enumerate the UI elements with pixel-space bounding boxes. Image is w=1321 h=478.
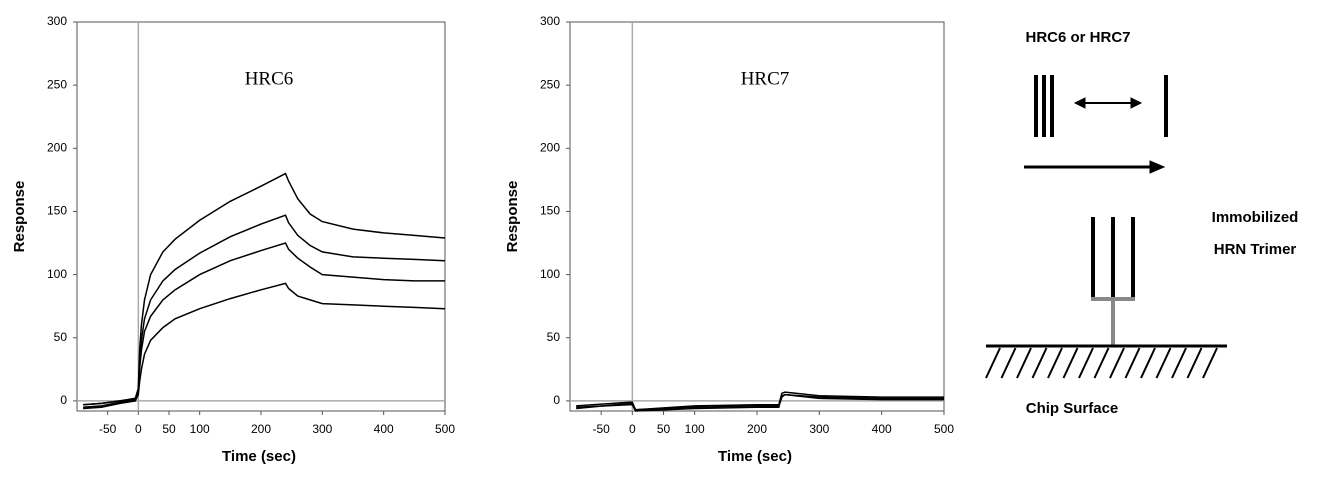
x-tick-label: 50 — [162, 422, 176, 436]
y-tick-label: 0 — [60, 393, 67, 407]
x-axis-title: Time (sec) — [718, 448, 792, 465]
ligand-label: Immobilized — [1212, 209, 1299, 226]
y-tick-label: 50 — [54, 330, 68, 344]
x-tick-label: 500 — [435, 422, 455, 436]
x-tick-label: 200 — [747, 422, 767, 436]
series-line — [576, 393, 944, 411]
series-line — [83, 282, 446, 410]
x-tick-label: 50 — [657, 422, 671, 436]
y-tick-label: 250 — [47, 77, 67, 91]
x-tick-label: 0 — [629, 422, 636, 436]
arrow-head — [1149, 160, 1166, 174]
x-tick-label: 100 — [190, 422, 210, 436]
x-tick-label: 300 — [312, 422, 332, 436]
ligand-label: HRN Trimer — [1214, 241, 1297, 258]
series-line — [83, 214, 446, 406]
x-tick-label: 0 — [135, 422, 142, 436]
series-line — [576, 391, 944, 411]
arrow-head — [1073, 97, 1086, 109]
y-tick-label: 200 — [540, 140, 560, 154]
x-tick-label: -50 — [99, 422, 117, 436]
surface-hatch — [985, 347, 1218, 379]
panel-title: HRC6 — [245, 68, 294, 89]
y-tick-label: 50 — [547, 330, 561, 344]
y-tick-label: 300 — [540, 14, 560, 28]
x-tick-label: -50 — [592, 422, 610, 436]
y-tick-label: 200 — [47, 140, 67, 154]
y-tick-label: 300 — [47, 14, 67, 28]
x-tick-label: 400 — [872, 422, 892, 436]
analyte-label: HRC6 or HRC7 — [1025, 29, 1130, 46]
y-tick-label: 100 — [47, 267, 67, 281]
x-tick-label: 400 — [374, 422, 394, 436]
x-tick-label: 500 — [934, 422, 954, 436]
diagram — [985, 75, 1227, 379]
y-axis-title: Response — [504, 181, 521, 253]
y-tick-label: 100 — [540, 267, 560, 281]
y-tick-label: 150 — [47, 204, 67, 218]
y-tick-label: 250 — [540, 77, 560, 91]
y-tick-label: 150 — [540, 204, 560, 218]
x-tick-label: 300 — [809, 422, 829, 436]
series-line — [576, 393, 944, 412]
x-axis-title: Time (sec) — [222, 448, 296, 465]
series-line — [83, 242, 445, 408]
surface-label: Chip Surface — [1026, 400, 1119, 417]
panel-title: HRC7 — [741, 68, 790, 89]
y-tick-label: 0 — [553, 393, 560, 407]
arrow-head — [1130, 97, 1143, 109]
x-tick-label: 100 — [685, 422, 705, 436]
x-tick-label: 200 — [251, 422, 271, 436]
y-axis-title: Response — [11, 181, 28, 253]
